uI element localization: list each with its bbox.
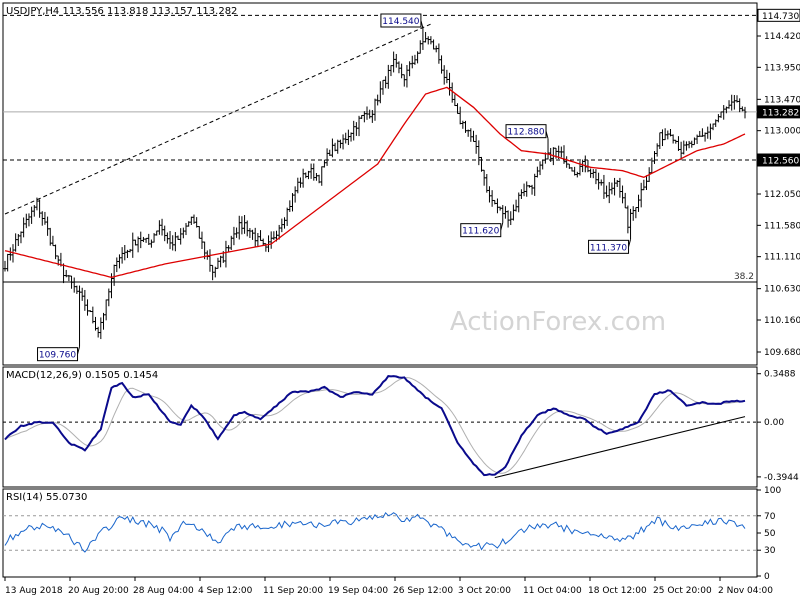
price-tick-label: 113.470	[764, 95, 800, 105]
annotation-box	[460, 223, 502, 238]
annotation-label: 112.880	[507, 128, 544, 138]
price-annotation: 111.620	[460, 222, 504, 238]
rsi-tick-label: 100	[764, 486, 781, 496]
rsi-tick-label: 30	[764, 546, 776, 556]
time-tick-label: 25 Oct 20:00	[653, 586, 712, 596]
time-tick-label: 19 Sep 04:00	[328, 586, 388, 596]
price-badge-box	[757, 105, 800, 119]
price-badge-label: 112.560	[762, 157, 799, 167]
rsi-tick-label: 50	[764, 529, 776, 539]
price-tick-label: 110.160	[764, 316, 800, 326]
annotation-label: 109.760	[39, 351, 76, 361]
macd-tick-label: 0.00	[764, 418, 784, 428]
moving-average	[4, 86, 746, 278]
ohlc-bar	[743, 106, 747, 119]
price-tick-label: 111.580	[764, 221, 800, 231]
price-trendline	[4, 23, 432, 215]
price-badge: 112.560	[757, 153, 800, 167]
time-tick-label: 11 Oct 04:00	[523, 586, 582, 596]
price-badge-box	[757, 153, 800, 167]
rsi-tick-label: 70	[764, 512, 776, 522]
price-annotations: 114.540 112.880 111.620 111.370 109.760	[37, 13, 632, 362]
fib-label: 38.2	[734, 272, 754, 282]
time-tick-label: 3 Oct 20:00	[458, 586, 511, 596]
price-annotation: 109.760	[37, 346, 81, 362]
macd-tick-label: -0.3944	[764, 473, 799, 483]
annotation-box	[588, 239, 630, 254]
annotation-box	[37, 347, 79, 362]
time-tick-label: 26 Sep 12:00	[393, 586, 453, 596]
price-annotation: 114.540	[380, 13, 424, 29]
rsi-tick-label: 0	[764, 572, 770, 582]
macd-signal-line	[4, 377, 746, 474]
time-tick-label: 20 Aug 20:00	[68, 586, 129, 596]
watermark: ActionForex.com	[450, 307, 666, 337]
macd-panel-frame	[2, 366, 758, 488]
macd-series	[3, 375, 757, 479]
ma-line	[4, 86, 746, 278]
price-tick-label: 113.000	[764, 127, 800, 137]
rsi-header: RSI(14) 55.0730	[6, 492, 87, 503]
price-badge: 113.282	[757, 105, 800, 119]
macd-header: MACD(12,26,9) 0.1505 0.1454	[6, 370, 158, 381]
annotation-label: 111.370	[590, 243, 627, 253]
annotation-box	[380, 13, 422, 28]
trendlines	[4, 23, 432, 215]
price-header: USDJPY,H4 113.556 113.818 113.157 113.28…	[6, 6, 237, 17]
rsi-line	[4, 511, 746, 553]
time-tick-label: 28 Aug 04:00	[133, 586, 194, 596]
price-candles	[3, 28, 747, 347]
price-badge-label: 113.282	[762, 108, 799, 118]
annotation-label: 114.540	[382, 17, 419, 27]
price-tick-label: 112.050	[764, 190, 800, 200]
annotation-label: 111.620	[462, 227, 499, 237]
price-tick-label: 109.680	[764, 348, 800, 358]
time-tick-label: 18 Oct 12:00	[588, 586, 647, 596]
rsi-series	[3, 511, 757, 553]
price-tick-label: 114.420	[764, 32, 800, 42]
macd-line	[4, 375, 746, 477]
price-badge: 114.730	[757, 8, 800, 22]
macd-tick-label: 0.3488	[764, 370, 796, 380]
price-badge-label: 114.730	[762, 12, 799, 22]
price-annotation: 112.880	[505, 124, 549, 139]
price-annotation: 111.370	[588, 239, 632, 254]
time-tick-label: 13 Aug 2018	[5, 586, 63, 596]
annotation-box	[505, 124, 547, 139]
reference-lines: 38.2	[3, 14, 757, 283]
price-badge-box	[757, 8, 800, 22]
price-tick-label: 111.110	[764, 253, 800, 263]
price-tick-label: 113.950	[764, 63, 800, 73]
price-tick-label: 110.630	[764, 285, 800, 295]
time-tick-label: 11 Sep 20:00	[263, 586, 323, 596]
time-tick-label: 4 Sep 12:00	[198, 586, 253, 596]
macd-trendline	[494, 416, 746, 479]
price-panel-frame	[2, 2, 758, 366]
axis-labels: 109.680 110.160 110.630 111.110 111.580 112.0…	[4, 8, 800, 596]
time-tick-label: 2 Nov 04:00	[718, 586, 773, 596]
